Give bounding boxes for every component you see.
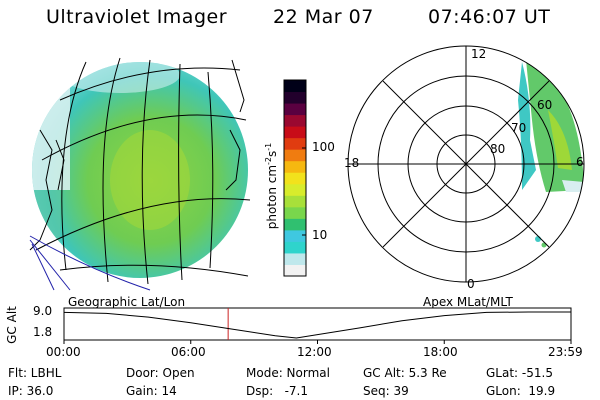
observation-date: 22 Mar 07: [273, 6, 374, 28]
ip-info: IP: 36.0: [8, 384, 54, 398]
colorbar-cell: [284, 160, 306, 173]
glon-info: GLon: 19.9: [486, 384, 556, 398]
mlat-label-60: 60: [537, 98, 553, 112]
mlt-label-0: 0: [467, 277, 475, 291]
mlt-label-18: 18: [344, 156, 360, 170]
colorbar-cell: [284, 264, 306, 277]
apex-caption: Apex MLat/MLT: [423, 295, 513, 309]
ytick-min: 1.8: [33, 325, 53, 339]
colorbar-cell: [284, 149, 306, 162]
colorbar-cell: [284, 241, 306, 254]
altitude-line: [63, 311, 571, 339]
timeline-ylabel: GC Alt: [5, 306, 19, 344]
xtick-1200: 12:00: [297, 345, 332, 359]
colorbar-scale: [284, 80, 306, 277]
coastline: [29, 59, 245, 251]
colorbar-cell: [284, 229, 306, 242]
glat-info: GLat: -51.5: [486, 366, 553, 380]
colorbar-cell: [284, 137, 306, 150]
door-info: Door: Open: [126, 366, 195, 380]
colorbar-cell: [284, 183, 306, 196]
colorbar-cell: [284, 126, 306, 139]
colorbar-cell: [284, 252, 306, 265]
timeline-ticks: [63, 340, 572, 344]
mlat-label-70: 70: [511, 121, 527, 135]
colorbar-cell: [284, 172, 306, 185]
xtick-1800: 18:00: [423, 345, 458, 359]
ytick-max: 9.0: [33, 304, 53, 318]
filter-info: Flt: LBHL: [8, 366, 62, 380]
polar-aurora-region: [518, 60, 584, 192]
xtick-0000: 00:00: [46, 345, 81, 359]
colorbar-cell: [284, 103, 306, 116]
dsp-info: Dsp: -7.1: [246, 384, 309, 398]
geographic-image: [29, 57, 251, 291]
altitude-timeline: [63, 307, 572, 344]
colorbar-tick-100: 100: [312, 140, 335, 154]
instrument-title: Ultraviolet Imager: [46, 6, 228, 28]
observation-time: 07:46:07 UT: [428, 6, 551, 28]
aurora-patch: [535, 236, 541, 242]
colorbar-cell: [284, 80, 306, 93]
terminator-lines: [29, 235, 151, 291]
mlt-label-12: 12: [471, 47, 487, 61]
colorbar-unit-mid: s: [265, 150, 279, 157]
mode-info: Mode: Normal: [246, 366, 330, 380]
gc-alt-info: GC Alt: 5.3 Re: [363, 366, 447, 380]
xtick-2359: 23:59: [548, 345, 583, 359]
colorbar-cell: [284, 206, 306, 219]
colorbar-cell: [284, 91, 306, 104]
colorbar-unit-sup2: -1: [264, 142, 273, 151]
colorbar: [283, 79, 307, 277]
seq-info: Seq: 39: [363, 384, 409, 398]
polar-mlt-plot: [347, 45, 585, 283]
xtick-0600: 06:00: [171, 345, 206, 359]
geographic-caption: Geographic Lat/Lon: [68, 295, 186, 309]
colorbar-cell: [284, 195, 306, 208]
colorbar-unit-main: photon cm: [265, 164, 279, 230]
mlt-label-6: 6: [576, 155, 584, 169]
polar-grid: [347, 45, 585, 283]
colorbar-cell: [284, 114, 306, 127]
colorbar-tick-10: 10: [312, 228, 328, 242]
colorbar-unit-label: photon cm-2s-1: [264, 121, 280, 251]
colorbar-unit-sup1: -2: [264, 156, 273, 165]
gain-info: Gain: 14: [126, 384, 177, 398]
mlat-label-80: 80: [490, 142, 506, 156]
colorbar-cell: [284, 218, 306, 231]
